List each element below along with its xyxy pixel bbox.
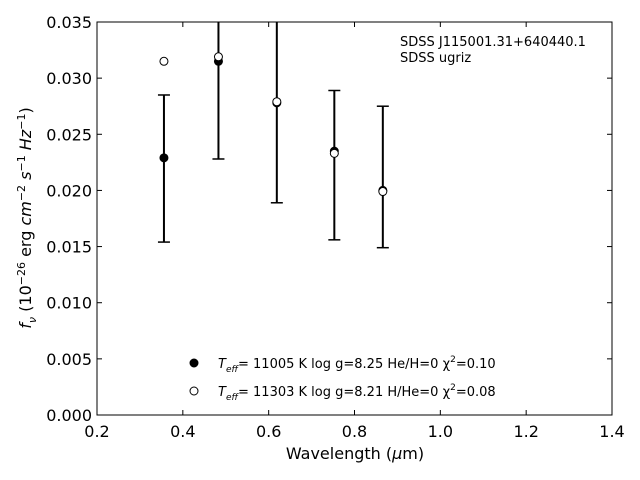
model-point-open [213, 52, 223, 62]
model-point-open [159, 56, 169, 66]
y-tick-label: 0.010 [46, 294, 92, 313]
x-tick-label: 0.2 [84, 422, 109, 441]
legend: Teff= 11005 K log g=8.25 He/H=0 χ2=0.10 T… [189, 355, 496, 403]
legend-label: Teff= 11303 K log g=8.21 H/He=0 χ2=0.08 [218, 383, 496, 403]
model-point-open [329, 148, 339, 158]
legend-marker-filled [189, 358, 199, 368]
y-tick-label: 0.005 [46, 350, 92, 369]
y-axis-ticks: 0.000 0.005 0.010 0.015 0.020 0.025 0.030 0.035 [46, 13, 612, 425]
x-tick-label: 1.4 [599, 422, 624, 441]
y-tick-label: 0.025 [46, 125, 92, 144]
x-tick-label: 1.0 [428, 422, 453, 441]
x-tick-label: 0.6 [256, 422, 281, 441]
y-tick-label: 0.020 [46, 181, 92, 200]
model-point-open [378, 187, 388, 197]
model-point-filled [159, 153, 169, 163]
y-tick-label: 0.015 [46, 238, 92, 257]
x-axis-label: Wavelength (μm) [286, 444, 424, 463]
x-axis-ticks: 0.2 0.4 0.6 0.8 1.0 1.2 1.4 [84, 22, 625, 441]
y-tick-label: 0.030 [46, 69, 92, 88]
survey-annotation: SDSS ugriz [400, 51, 471, 66]
x-tick-label: 0.4 [170, 422, 195, 441]
legend-label: Teff= 11005 K log g=8.25 He/H=0 χ2=0.10 [218, 355, 496, 375]
model-point-open [272, 97, 282, 107]
y-tick-label: 0.035 [46, 13, 92, 32]
error-bars [157, 22, 389, 249]
data-markers [159, 52, 388, 197]
object-name-annotation: SDSS J115001.31+640440.1 [400, 35, 586, 50]
y-axis-label: fν (10−26 erg cm−2 s−1 Hz−1) [15, 107, 39, 328]
x-tick-label: 1.2 [513, 422, 538, 441]
legend-marker-open [189, 386, 199, 396]
y-tick-label: 0.000 [46, 406, 92, 425]
x-tick-label: 0.8 [342, 422, 367, 441]
